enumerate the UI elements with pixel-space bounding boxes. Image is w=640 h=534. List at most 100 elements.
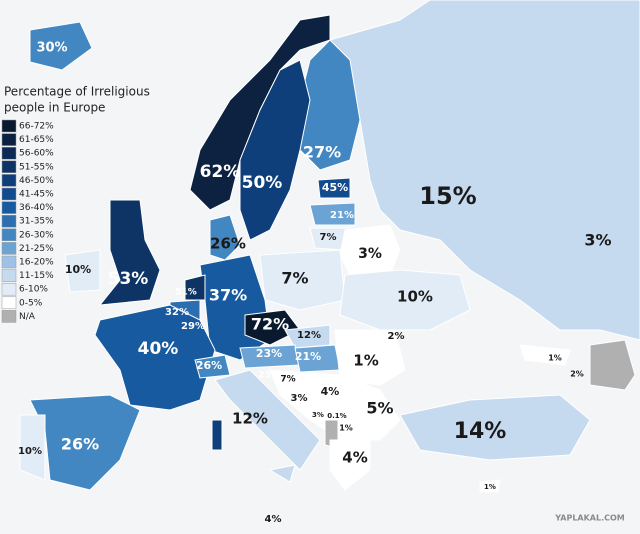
legend-swatch <box>1 296 17 310</box>
estonia <box>317 177 351 199</box>
norway <box>189 14 331 211</box>
country-label: 3% <box>312 411 324 419</box>
labels: 30% 62%50% 27% 45% 21% 7% 15% 3% 26% 10% 53% 3% 7% 10… <box>18 41 612 526</box>
legend-swatch <box>1 201 17 214</box>
country-label: 7% <box>281 269 308 288</box>
country-label: 1% <box>484 483 496 491</box>
country-label: 12% <box>232 410 268 428</box>
country-label: 40% <box>138 339 179 359</box>
legend-label: 36-40% <box>19 203 54 213</box>
legend-label: 61-65% <box>19 135 54 145</box>
balkans <box>269 369 401 441</box>
country-label: 4% <box>321 385 340 398</box>
iceland <box>29 21 93 71</box>
cyprus <box>479 479 501 493</box>
country-label: 1% <box>353 352 378 370</box>
legend-swatch <box>1 255 17 269</box>
italy <box>214 369 321 471</box>
country-label: 62% <box>200 162 241 182</box>
country-label: 1% <box>339 424 353 433</box>
legend-label: 26-30% <box>19 230 54 240</box>
country-label: 27% <box>303 143 341 162</box>
turkey <box>399 394 591 461</box>
france <box>94 304 216 411</box>
legend-swatch <box>1 119 17 133</box>
legend-title: Percentage of Irreligious <box>4 85 150 99</box>
country-label: 1% <box>548 354 562 363</box>
legend-label: 16-20% <box>19 258 54 268</box>
portugal <box>19 414 46 481</box>
legend: Percentage of Irreligious people in Europ… <box>1 85 150 323</box>
greece <box>329 439 371 491</box>
country-label: 5% <box>366 399 393 418</box>
country-label: 37% <box>209 286 247 305</box>
latvia <box>309 202 356 226</box>
country-label: 10% <box>65 263 91 276</box>
georgia <box>519 344 571 366</box>
country-label: 7% <box>320 232 337 243</box>
legend-swatch <box>1 269 17 282</box>
legend-swatch <box>1 133 17 146</box>
country-label: 10% <box>397 288 433 306</box>
country-label: 7% <box>280 375 295 385</box>
legend-label: 66-72% <box>19 122 54 132</box>
sardinia <box>211 419 223 451</box>
romania <box>334 329 406 386</box>
legend-label: 21-25% <box>19 244 54 254</box>
country-label: 3% <box>584 231 611 250</box>
countries <box>19 0 640 493</box>
country-label: 29% <box>181 321 205 332</box>
switzerland <box>194 354 231 379</box>
country-label: 23% <box>258 371 280 381</box>
country-label: 2% <box>388 331 405 342</box>
country-label: 26% <box>196 359 222 372</box>
country-label: 45% <box>322 181 348 194</box>
legend-label: 56-60% <box>19 149 54 159</box>
legend-swatch <box>1 146 17 160</box>
czechia <box>244 309 301 346</box>
country-label: 12% <box>297 330 321 341</box>
country-label: 21% <box>295 350 321 363</box>
legend-swatch <box>1 160 17 174</box>
country-label: 32% <box>165 307 189 318</box>
legend-swatch <box>1 214 17 228</box>
country-label: 72% <box>251 315 289 334</box>
country-label: 26% <box>61 435 99 454</box>
country-label: 3% <box>358 246 382 262</box>
netherlands <box>184 274 206 301</box>
legend-swatch <box>1 242 17 255</box>
legend-label: 11-15% <box>19 271 54 281</box>
ukraine <box>339 269 471 331</box>
legend-label: 6-10% <box>19 285 48 295</box>
spain <box>29 394 141 491</box>
uk <box>98 199 161 306</box>
legend-label: 0-5% <box>19 298 43 308</box>
russia <box>329 0 640 341</box>
country-label: 30% <box>36 41 67 56</box>
legend-label: 31-35% <box>19 217 54 227</box>
watermark: YAPLAKAL.COM <box>554 514 625 523</box>
sweden <box>239 59 311 241</box>
denmark <box>209 214 241 261</box>
legend-label: 51-55% <box>19 162 54 172</box>
legend-swatch <box>1 228 17 242</box>
country-label: 2% <box>570 370 584 379</box>
legend-label: N/A <box>19 312 36 322</box>
country-label: 4% <box>265 514 282 525</box>
legend-swatch <box>1 174 17 187</box>
legend-swatch <box>1 187 17 201</box>
legend-swatch <box>1 282 17 296</box>
azerbaijan <box>589 339 636 391</box>
country-label: 50% <box>242 173 283 193</box>
country-label: 0.1% <box>327 412 346 420</box>
country-label: 26% <box>210 235 246 253</box>
country-label: 10% <box>18 446 42 457</box>
legend-title: people in Europe <box>4 101 105 115</box>
country-label: 14% <box>454 419 507 444</box>
country-label: 23% <box>256 347 282 360</box>
country-label: 21% <box>330 210 354 221</box>
country-label: 3% <box>291 393 308 404</box>
country-label: 53% <box>108 269 149 289</box>
country-label: 4% <box>342 449 367 467</box>
